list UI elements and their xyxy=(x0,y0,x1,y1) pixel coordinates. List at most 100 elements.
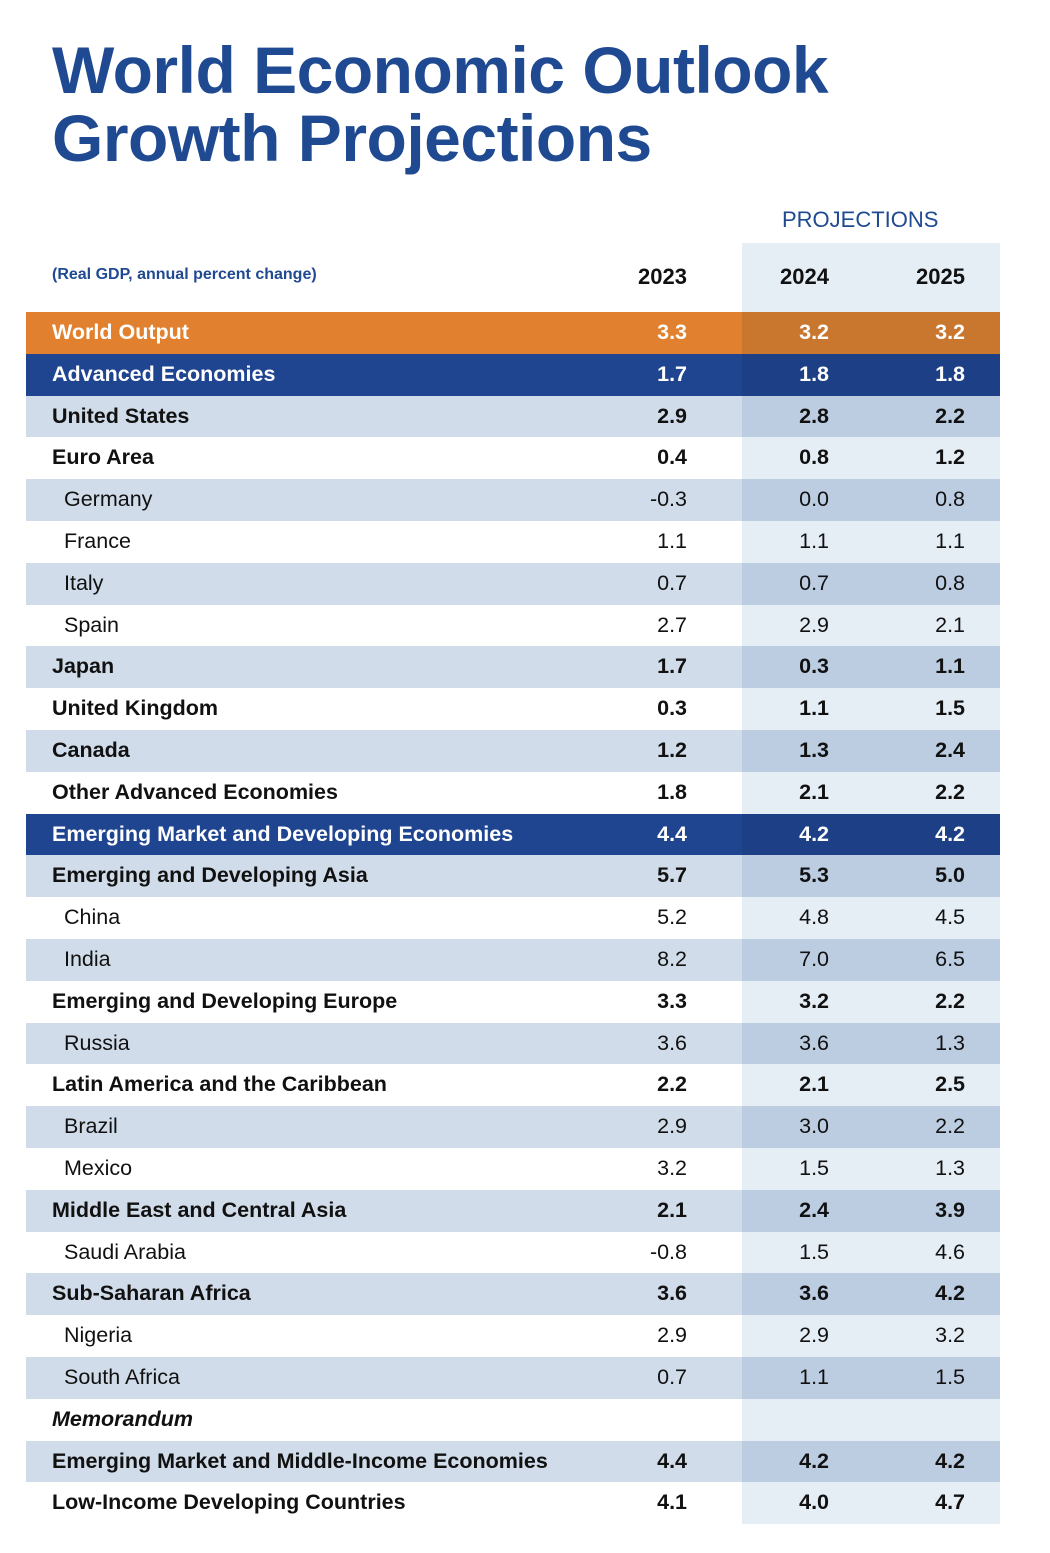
value-cell: 1.3 xyxy=(935,1156,965,1180)
projection-cell-bg xyxy=(742,730,1000,772)
projection-cell-bg xyxy=(742,688,1000,730)
value-cell: 4.2 xyxy=(799,821,829,846)
value-cell: 2.9 xyxy=(657,1323,687,1348)
value-cell: 4.2 xyxy=(935,821,965,846)
value-cell: 0.8 xyxy=(799,445,829,470)
table-row: Sub-Saharan Africa 3.6 3.6 4.2 xyxy=(26,1273,1000,1316)
value-cell: 0.3 xyxy=(657,696,687,721)
value-cell: 3.3 xyxy=(657,320,687,344)
value-cell: 2.1 xyxy=(799,1072,829,1097)
projection-cell-bg xyxy=(742,939,1000,981)
table-row: South Africa 0.7 1.1 1.5 xyxy=(26,1357,1000,1399)
value-cell: 2.2 xyxy=(935,1114,965,1139)
table-row: Euro Area 0.4 0.8 1.2 xyxy=(26,437,1000,480)
table-row: Emerging and Developing Asia 5.7 5.3 5.0 xyxy=(26,855,1000,898)
row-label: Advanced Economies xyxy=(52,361,276,386)
table-row: Low-Income Developing Countries 4.1 4.0 4.7 xyxy=(26,1482,1000,1525)
row-label: Emerging Market and Developing Economies xyxy=(52,821,514,846)
row-label: India xyxy=(64,947,111,971)
table-row: Brazil 2.9 3.0 2.2 xyxy=(26,1106,1000,1148)
value-cell: 5.2 xyxy=(657,905,687,930)
value-cell: 3.2 xyxy=(799,320,829,344)
value-cell: 5.7 xyxy=(657,863,687,888)
value-cell: 2.9 xyxy=(657,403,687,428)
value-cell: 2.8 xyxy=(799,403,829,428)
table-row: United States 2.9 2.8 2.2 xyxy=(26,395,1000,438)
value-cell: -0.8 xyxy=(649,1239,687,1264)
value-cell: 3.6 xyxy=(657,1281,687,1306)
row-label: United Kingdom xyxy=(52,696,219,721)
row-label: South Africa xyxy=(64,1365,180,1389)
projection-cell-bg xyxy=(742,479,1000,521)
value-cell: 1.5 xyxy=(935,696,965,721)
row-label: Russia xyxy=(64,1030,130,1055)
value-cell: 5.0 xyxy=(935,863,965,888)
projection-cell-bg xyxy=(742,353,1000,396)
projection-cell-bg xyxy=(742,437,1000,480)
projection-cell-bg xyxy=(742,897,1000,939)
value-cell: 0.4 xyxy=(657,445,687,470)
value-cell: 2.5 xyxy=(935,1072,965,1097)
projection-cell-bg xyxy=(742,1482,1000,1525)
year-header: 2023 xyxy=(638,264,687,289)
value-cell: 2.9 xyxy=(799,1323,829,1348)
value-cell: 0.7 xyxy=(657,570,687,595)
year-header: 2025 xyxy=(916,264,965,289)
projection-cell-bg xyxy=(742,1148,1000,1190)
value-cell: 1.1 xyxy=(935,654,965,679)
projections-label: PROJECTIONS xyxy=(782,207,939,232)
value-cell: 1.1 xyxy=(799,1365,829,1389)
table-row: Mexico 3.2 1.5 1.3 xyxy=(26,1148,1000,1190)
row-label: Germany xyxy=(64,487,153,512)
value-cell: 1.3 xyxy=(799,738,829,762)
table-row: China 5.2 4.8 4.5 xyxy=(26,897,1000,939)
value-cell: 7.0 xyxy=(799,947,829,971)
value-cell: 2.2 xyxy=(935,403,965,428)
projection-cell-bg xyxy=(742,1315,1000,1357)
projection-cell-bg xyxy=(742,646,1000,689)
value-cell: 3.0 xyxy=(799,1114,829,1139)
projection-cell-bg xyxy=(742,1357,1000,1399)
row-label: Emerging and Developing Europe xyxy=(52,988,398,1013)
value-cell: 0.0 xyxy=(799,487,829,512)
value-cell: 0.8 xyxy=(935,487,965,512)
title-line: Growth Projections xyxy=(52,101,652,175)
table-row: France 1.1 1.1 1.1 xyxy=(26,521,1000,563)
value-cell: 1.7 xyxy=(657,654,687,679)
table-row: Emerging and Developing Europe 3.3 3.2 2.2 xyxy=(26,980,1000,1023)
value-cell: 2.9 xyxy=(657,1114,687,1139)
value-cell: 4.5 xyxy=(935,905,965,930)
value-cell: 2.1 xyxy=(935,612,965,637)
value-cell: 1.8 xyxy=(657,779,687,804)
row-label: Low-Income Developing Countries xyxy=(52,1490,406,1515)
table-row: Advanced Economies 1.7 1.8 1.8 xyxy=(26,353,1000,396)
title-line: World Economic Outlook xyxy=(52,33,829,107)
value-cell: 1.8 xyxy=(935,361,965,386)
row-label: Sub-Saharan Africa xyxy=(52,1281,251,1306)
value-cell: 1.1 xyxy=(935,529,965,553)
value-cell: 2.1 xyxy=(657,1197,687,1222)
projection-cell-bg xyxy=(742,521,1000,563)
value-cell: 4.4 xyxy=(657,821,687,846)
table-row: Emerging Market and Developing Economies… xyxy=(26,813,1000,856)
value-cell: 1.5 xyxy=(799,1239,829,1264)
projection-cell-bg xyxy=(742,1440,1000,1483)
table-row: Russia 3.6 3.6 1.3 xyxy=(26,1022,1000,1065)
value-cell: 2.9 xyxy=(799,612,829,637)
value-cell: 4.7 xyxy=(935,1490,965,1515)
row-label: Japan xyxy=(52,654,115,679)
row-label: Spain xyxy=(64,612,119,637)
row-label: Other Advanced Economies xyxy=(52,779,338,804)
value-cell: 1.5 xyxy=(799,1156,829,1180)
table-row: United Kingdom 0.3 1.1 1.5 xyxy=(26,688,1000,730)
table-row: Italy 0.7 0.7 0.8 xyxy=(26,562,1000,605)
row-label: Memorandum xyxy=(52,1406,193,1431)
table-row: Spain 2.7 2.9 2.1 xyxy=(26,604,1000,647)
table-row: Nigeria 2.9 2.9 3.2 xyxy=(26,1315,1000,1357)
table-row: Germany -0.3 0.0 0.8 xyxy=(26,479,1000,521)
value-cell: 4.8 xyxy=(799,905,829,930)
value-cell: 3.2 xyxy=(799,988,829,1013)
table-row: Latin America and the Caribbean 2.2 2.1 2.5 xyxy=(26,1064,1000,1107)
value-cell: 1.7 xyxy=(657,361,687,386)
table-row: Other Advanced Economies 1.8 2.1 2.2 xyxy=(26,771,1000,814)
